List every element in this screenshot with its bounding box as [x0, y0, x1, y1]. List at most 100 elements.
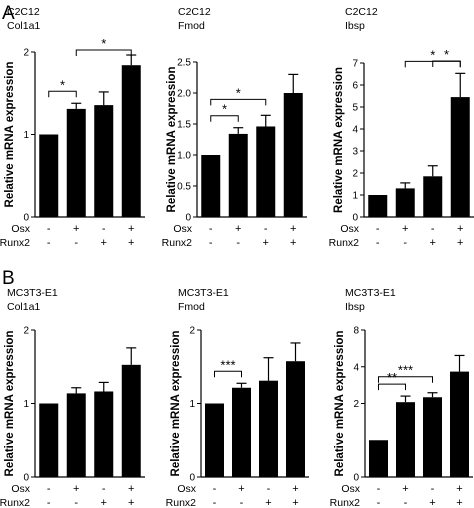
y-axis-label: Relative mRNA expression — [4, 331, 16, 477]
treatment-mark: + — [128, 237, 134, 249]
bar — [368, 195, 388, 217]
treatment-mark: + — [128, 497, 134, 508]
chart-cell-line: C2C12 — [345, 6, 378, 18]
y-tick-label: 0 — [185, 213, 191, 224]
chart-cell-line: MC3T3-E1 — [7, 287, 58, 299]
bar — [259, 380, 278, 477]
y-tick-label: 5 — [352, 103, 358, 114]
treatment-mark: + — [457, 237, 463, 249]
significance-bracket — [378, 376, 433, 383]
treatment-mark: - — [377, 483, 381, 495]
y-tick-label: 2.0 — [177, 89, 191, 100]
y-tick-label: 8 — [353, 326, 359, 337]
chart-gene-label: Ibsp — [345, 301, 365, 313]
y-axis-label: Relative mRNA expression — [333, 67, 345, 213]
y-tick-label: 1 — [23, 130, 29, 141]
treatment-mark: - — [209, 223, 213, 235]
bar — [121, 65, 141, 217]
y-tick-label: 1 — [189, 399, 195, 410]
bar — [201, 155, 221, 217]
treatment-mark: + — [238, 483, 244, 495]
bar — [232, 387, 251, 477]
treatment-row-label: Runx2 — [0, 237, 30, 249]
treatment-row-label: Osx — [177, 483, 196, 495]
y-tick-label: 2.5 — [177, 58, 191, 69]
y-axis-label: Relative mRNA expression — [170, 331, 182, 477]
treatment-mark: + — [73, 483, 79, 495]
treatment-mark: - — [264, 223, 268, 235]
y-tick-label: 0 — [23, 213, 29, 224]
treatment-mark: + — [402, 483, 408, 495]
y-tick-label: 0 — [353, 473, 359, 484]
bar — [283, 93, 303, 217]
bar — [66, 108, 86, 217]
treatment-mark: + — [402, 223, 408, 235]
treatment-mark: - — [267, 483, 271, 495]
treatment-row-label: Osx — [11, 223, 30, 235]
significance-label: * — [236, 85, 241, 100]
significance-bracket — [214, 370, 242, 378]
panel-letter-a: A — [2, 3, 15, 24]
significance-bracket — [378, 383, 406, 391]
y-tick-label: 6 — [352, 81, 358, 92]
chart-cell-line: MC3T3-E1 — [178, 287, 229, 299]
chart-b-ibsp: MC3T3-E1 Ibsp Relative mRNA expression 0 2 4 8… — [330, 287, 473, 508]
significance-label: *** — [398, 363, 413, 378]
chart-cell-line: MC3T3-E1 — [345, 287, 396, 299]
y-tick-label: 2 — [353, 399, 359, 410]
y-tick-label: 1.5 — [177, 120, 191, 131]
bar — [423, 397, 442, 477]
y-tick-label: 0 — [189, 473, 195, 484]
significance-bracket — [432, 60, 461, 67]
bar — [450, 371, 469, 477]
treatment-mark: + — [101, 497, 107, 508]
significance-label: * — [430, 47, 435, 62]
significance-bracket — [75, 49, 132, 56]
treatment-mark: - — [213, 497, 217, 508]
significance-label: *** — [220, 357, 235, 372]
treatment-mark: + — [101, 237, 107, 249]
y-tick-label: 4 — [352, 125, 358, 136]
charts-layer: C2C12 Col1a1 Relative mRNA expression 0 1 2 Os… — [0, 6, 474, 508]
chart-gene-label: Fmod — [178, 20, 205, 32]
chart-gene-label: Ibsp — [345, 20, 365, 32]
treatment-row-label: Osx — [11, 483, 30, 495]
significance-bracket — [48, 90, 77, 98]
y-tick-label: 0.5 — [177, 182, 191, 193]
bar — [205, 403, 224, 477]
treatment-mark: - — [74, 497, 78, 508]
treatment-mark: + — [456, 497, 462, 508]
treatment-mark: - — [236, 237, 240, 249]
treatment-mark: - — [403, 237, 407, 249]
bar — [39, 134, 59, 217]
bar — [94, 391, 114, 477]
chart-a-col1a1: C2C12 Col1a1 Relative mRNA expression 0 1 2 Os… — [0, 6, 145, 249]
treatment-mark: + — [290, 237, 296, 249]
bar — [121, 364, 141, 477]
chart-cell-line: C2C12 — [7, 6, 40, 18]
treatment-mark: + — [263, 237, 269, 249]
bar — [228, 133, 248, 217]
treatment-mark: + — [128, 483, 134, 495]
chart-cell-line: C2C12 — [178, 6, 211, 18]
treatment-mark: - — [431, 483, 435, 495]
treatment-mark: + — [235, 223, 241, 235]
significance-label: * — [222, 102, 227, 117]
treatment-mark: + — [73, 223, 79, 235]
treatment-mark: - — [47, 237, 51, 249]
chart-b-col1a1: MC3T3-E1 Col1a1 Relative mRNA expression 0 1… — [0, 287, 145, 508]
treatment-mark: - — [213, 483, 217, 495]
treatment-mark: - — [431, 223, 435, 235]
significance-label: * — [60, 77, 65, 92]
treatment-mark: + — [265, 497, 271, 508]
treatment-mark: + — [457, 223, 463, 235]
bar — [450, 97, 470, 217]
significance-label: ** — [387, 370, 397, 385]
treatment-mark: + — [429, 497, 435, 508]
y-tick-label: 4 — [353, 362, 359, 373]
treatment-row-label: Runx2 — [330, 497, 361, 508]
chart-a-ibsp: C2C12 Ibsp Relative mRNA expression 0 1 2 3 4 5 6… — [329, 6, 474, 249]
y-tick-label: 1.0 — [177, 151, 191, 162]
treatment-mark: + — [290, 223, 296, 235]
